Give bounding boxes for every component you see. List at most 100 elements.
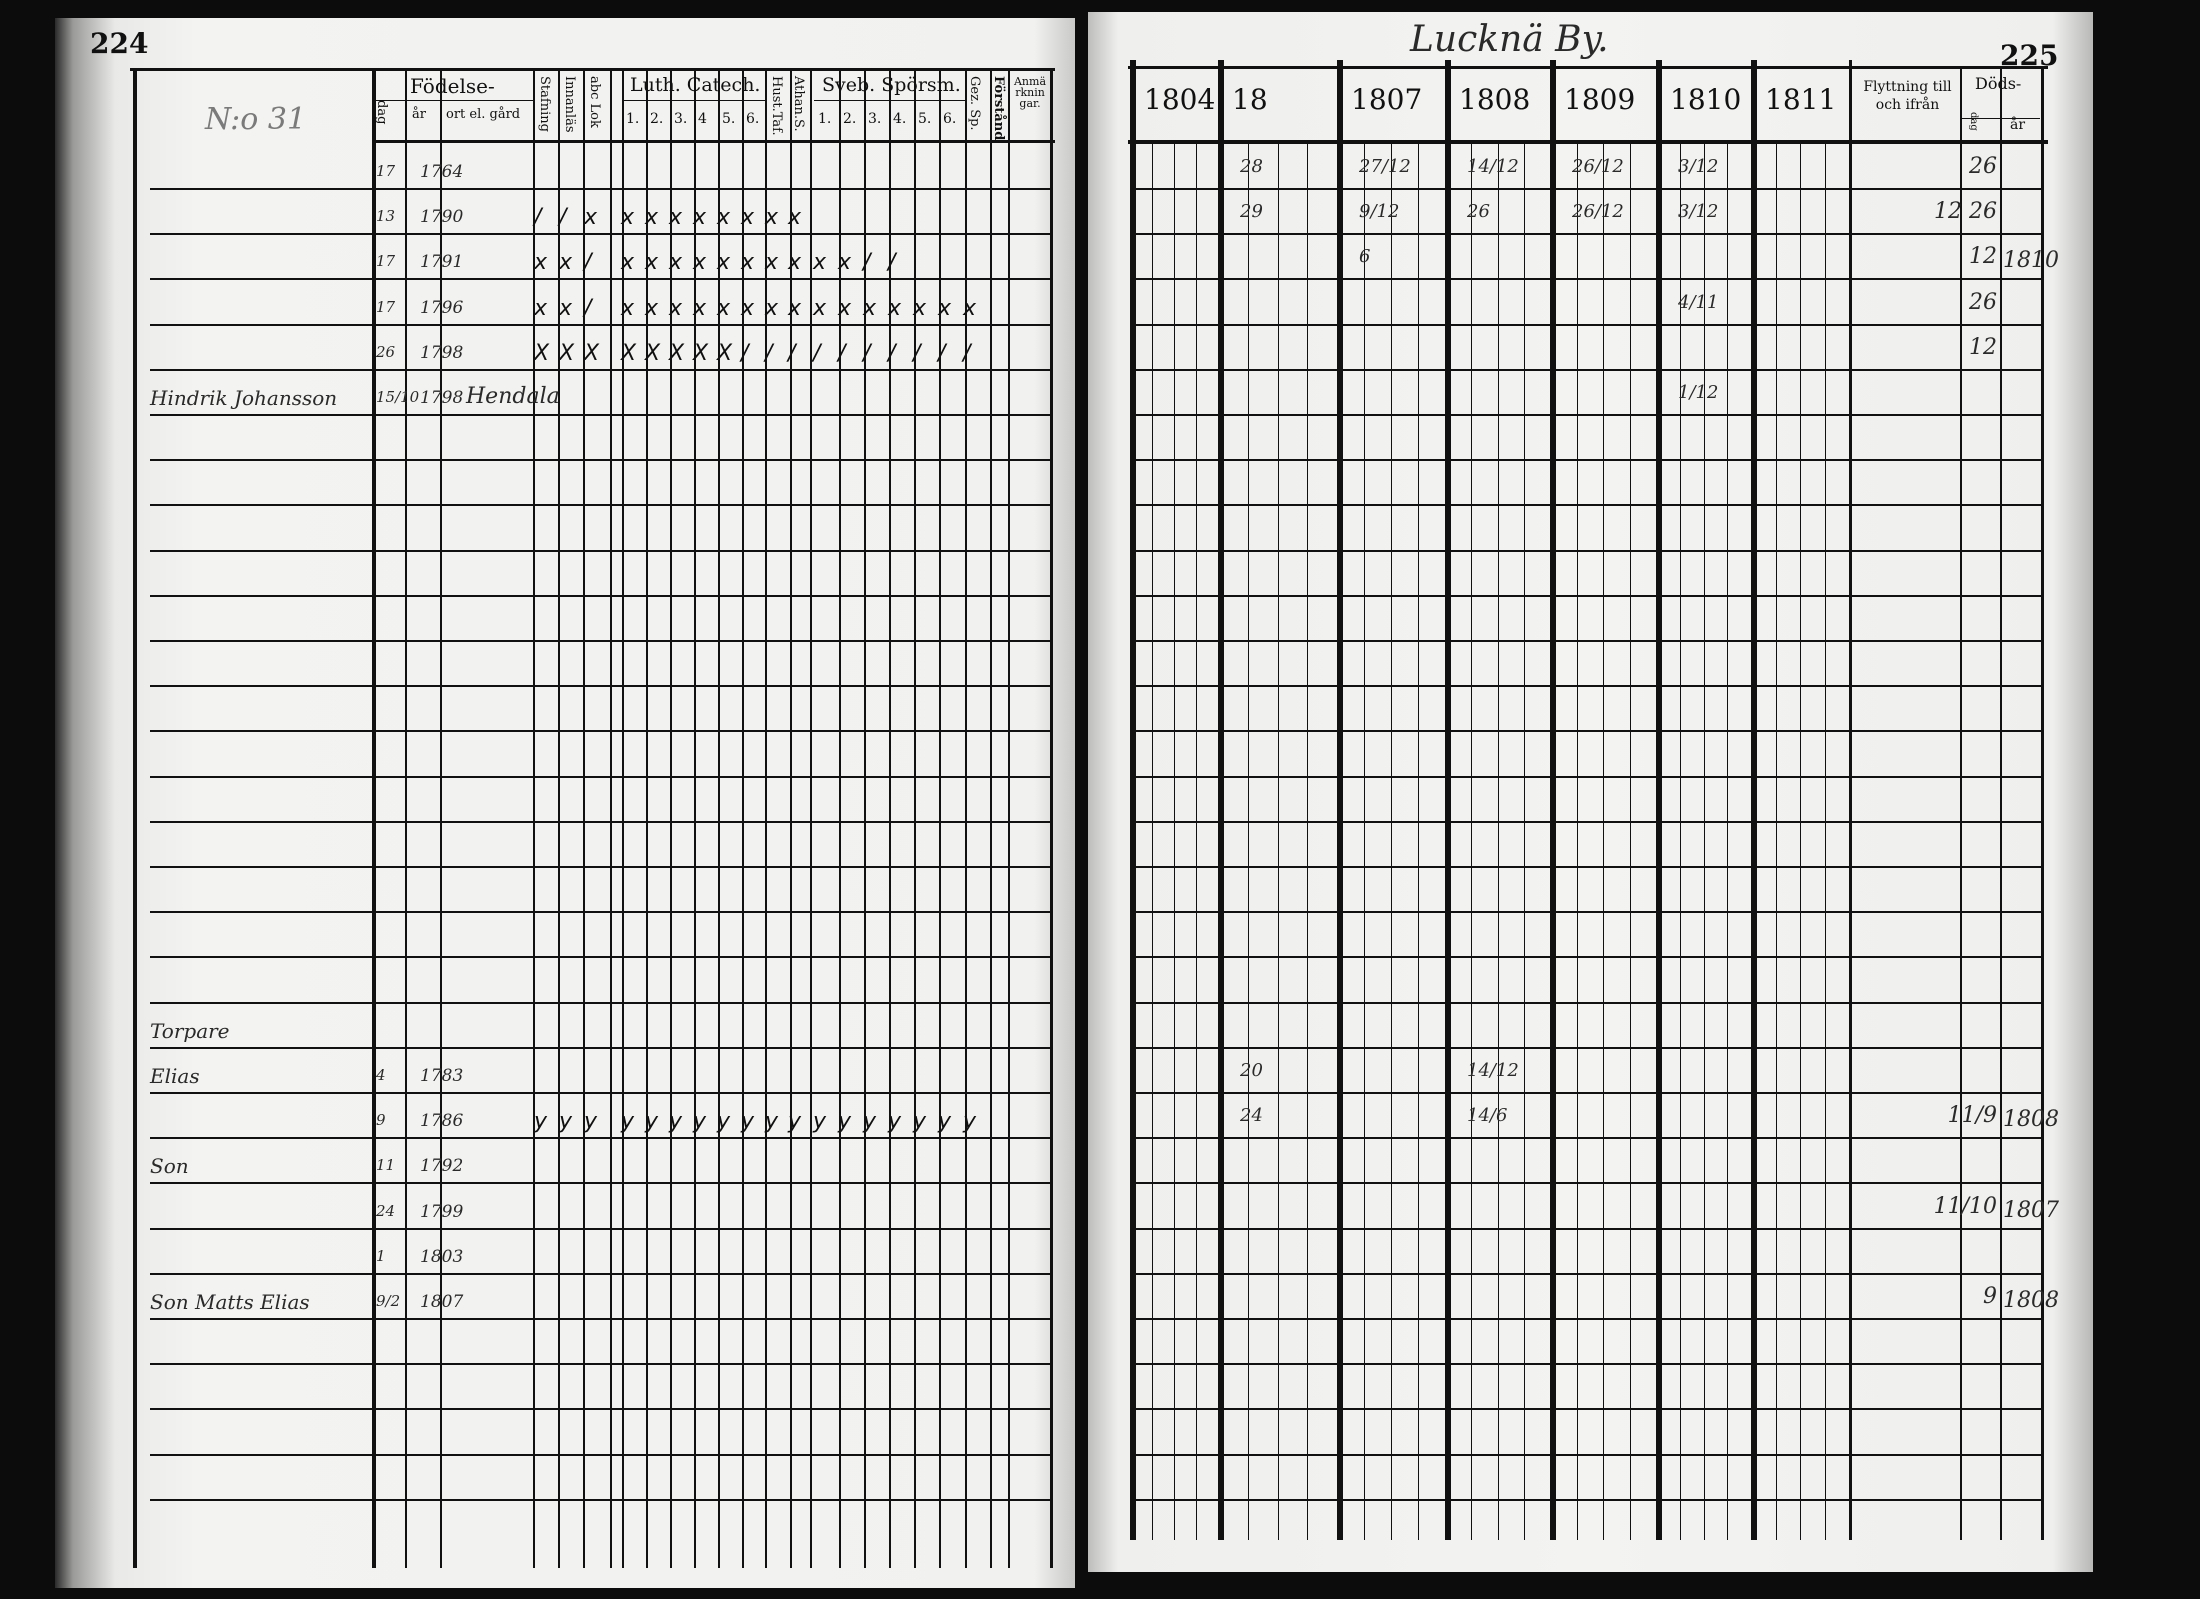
grid-line [1008, 68, 1010, 1568]
reading-mark: y [838, 1109, 852, 1134]
reading-mark: x [963, 296, 977, 321]
birth-day: 17 [376, 298, 396, 316]
grid-line [1130, 640, 2041, 642]
sveb-column-number: 4. [893, 111, 907, 127]
reading-mark: / [559, 205, 567, 230]
grid-line [1130, 866, 2041, 868]
sveb-column-number: 6. [943, 111, 957, 127]
grid-line [150, 640, 1050, 642]
grid-line [150, 1273, 1050, 1275]
grid-line [1445, 60, 1451, 1540]
birth-day: 9/2 [376, 1292, 401, 1310]
reading-mark: x [645, 205, 659, 230]
reading-mark: / [888, 341, 896, 366]
grid-line [150, 595, 1050, 597]
grid-line [939, 68, 941, 1568]
year-header: 1808 [1459, 83, 1531, 116]
grid-line [1130, 324, 2041, 326]
birth-year: 1799 [420, 1202, 464, 1222]
death-day: 12 26 [1934, 199, 1997, 224]
grid-line [1130, 1182, 2041, 1184]
grid-line [1130, 1499, 2041, 1501]
grid-line [1130, 1092, 2041, 1094]
grid-line [1130, 459, 2041, 461]
grid-line [1130, 776, 2041, 778]
grid-line [1704, 140, 1705, 1540]
reading-mark: y [963, 1109, 977, 1134]
grid-line [1776, 140, 1777, 1540]
reading-mark: X [534, 341, 550, 366]
grid-line [810, 68, 812, 1568]
grid-line [150, 821, 1050, 823]
grid-line [1307, 140, 1308, 1540]
grid-line [150, 1454, 1050, 1456]
reading-mark: y [645, 1109, 659, 1134]
grid-line [1577, 140, 1578, 1540]
sveb-column-number: 2. [843, 111, 857, 127]
reading-mark: x [813, 250, 827, 275]
grid-line [372, 68, 376, 1568]
grid-line [765, 68, 767, 1568]
reading-mark: X [717, 341, 733, 366]
grid-line [150, 776, 1050, 778]
grid-line [150, 730, 1050, 732]
grid-line [1960, 66, 1962, 1540]
grid-line [150, 1092, 1050, 1094]
grid-line [965, 68, 967, 1568]
grid-line [150, 685, 1050, 687]
death-year: 1808 [2003, 1107, 2059, 1132]
reading-mark: x [741, 296, 755, 321]
death-year: 1808 [2003, 1288, 2059, 1313]
reading-mark: X [693, 341, 709, 366]
reading-mark: / [913, 341, 921, 366]
grid-line [150, 1363, 1050, 1365]
death-year: 1810 [2003, 248, 2059, 273]
reading-mark: y [669, 1109, 683, 1134]
grid-line [150, 504, 1050, 506]
reading-mark: y [534, 1109, 548, 1134]
grid-line [1152, 140, 1153, 1540]
birth-year: 1792 [420, 1156, 464, 1176]
reading-mark: / [963, 341, 971, 366]
reading-mark: y [888, 1109, 902, 1134]
grid-line [2041, 66, 2044, 1540]
reading-mark: x [559, 296, 573, 321]
reading-mark: y [741, 1109, 755, 1134]
year-header: 1809 [1564, 83, 1636, 116]
reading-mark: x [788, 250, 802, 275]
grid-line [150, 866, 1050, 868]
grid-line [622, 68, 624, 1568]
grid-line [1128, 140, 2048, 144]
year-entry: 26 [1467, 201, 1490, 222]
grid-line [839, 68, 841, 1568]
grid-line [1680, 140, 1681, 1540]
luth-column-number: 2. [650, 111, 664, 127]
grid-line [790, 68, 792, 1568]
reading-mark: / [838, 341, 846, 366]
grid-line [1130, 911, 2041, 913]
death-day: 11/10 [1933, 1194, 1997, 1219]
grid-line [1130, 278, 2041, 280]
reading-mark: x [534, 250, 548, 275]
grid-line [150, 956, 1050, 958]
birth-day: 26 [376, 343, 396, 361]
grid-line [405, 68, 407, 1568]
grid-line [1800, 140, 1801, 1540]
reading-mark: x [838, 296, 852, 321]
reading-mark: y [584, 1109, 598, 1134]
grid-line [1130, 1273, 2041, 1275]
grid-line [1603, 140, 1604, 1540]
grid-line [150, 459, 1050, 461]
grid-line [1130, 1137, 2041, 1139]
header-forstand: Förstånd [991, 76, 1006, 141]
reading-mark: x [788, 205, 802, 230]
reading-mark: / [813, 341, 821, 366]
year-entry: 26/12 [1572, 201, 1624, 222]
reading-mark: x [693, 296, 707, 321]
reading-mark: X [669, 341, 685, 366]
header-stafning: Stafning [537, 76, 552, 132]
grid-line [150, 911, 1050, 913]
grid-line [1498, 140, 1499, 1540]
sveb-column-number: 1. [818, 111, 832, 127]
reading-mark: / [888, 250, 896, 275]
